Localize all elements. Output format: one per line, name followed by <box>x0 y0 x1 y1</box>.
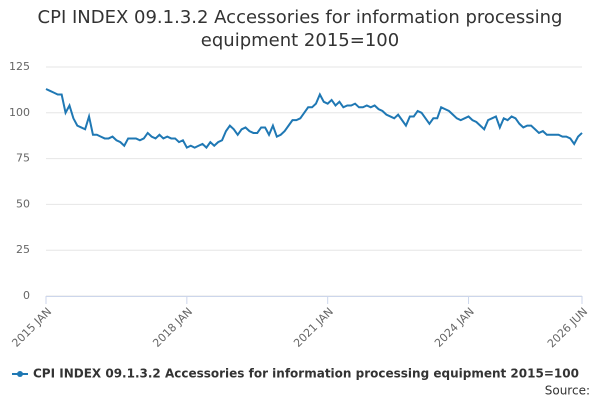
x-tick-label: 2026 JUN <box>545 305 590 350</box>
y-tick-label: 0 <box>23 289 30 302</box>
x-tick-label: 2021 JAN <box>291 305 336 350</box>
y-tick-label: 50 <box>16 197 30 210</box>
series-line <box>45 88 583 150</box>
y-tick-label: 125 <box>9 60 30 73</box>
x-tick-label: 2015 JAN <box>9 305 54 350</box>
legend-label: CPI INDEX 09.1.3.2 Accessories for infor… <box>33 367 579 381</box>
y-tick-label: 75 <box>16 152 30 165</box>
source: Source: <box>545 384 590 398</box>
x-tick-label: 2024 JAN <box>432 305 477 350</box>
legend-marker <box>17 371 23 377</box>
y-tick-label: 25 <box>16 243 30 256</box>
y-tick-label: 100 <box>9 106 30 119</box>
x-tick-label: 2018 JAN <box>150 305 195 350</box>
chart-title: CPI INDEX 09.1.3.2 Accessories for infor… <box>37 7 563 51</box>
